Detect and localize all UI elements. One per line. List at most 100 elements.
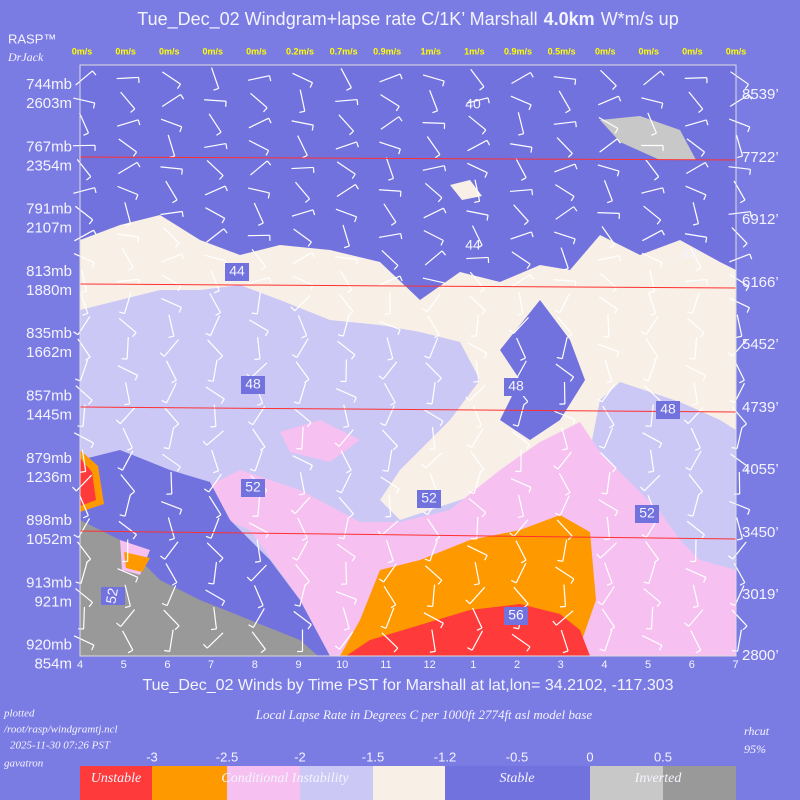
- wind-barb: [76, 158, 92, 178]
- wind-barb-tick: [137, 119, 141, 126]
- wind-barb-tick: [570, 196, 575, 202]
- wind-barb-tick: [378, 578, 384, 583]
- wind-barb-tick: [612, 287, 618, 293]
- wind-barb-tick: [422, 511, 428, 516]
- contour-label-box: [504, 378, 528, 396]
- wind-barb: [599, 138, 618, 153]
- wind-barb-tick: [290, 306, 296, 312]
- wind-barb-tick: [604, 538, 610, 541]
- wind-barb-tick: [564, 492, 571, 496]
- wind-barb: [562, 539, 568, 562]
- wind-barb-tick: [737, 155, 743, 159]
- wind-barb-tick: [73, 534, 79, 539]
- wind-barb-tick: [302, 154, 308, 159]
- updraft-label: 0m/s: [159, 46, 180, 56]
- wind-barb: [122, 630, 134, 651]
- wind-barb-tick: [422, 308, 428, 313]
- wind-barb-tick: [168, 537, 175, 541]
- wind-barb: [603, 427, 614, 449]
- wind-barb: [423, 229, 444, 242]
- wind-barb-tick: [613, 308, 619, 315]
- wind-barb: [165, 360, 177, 381]
- wind-barb-tick: [71, 486, 77, 492]
- wind-barb: [337, 340, 356, 356]
- wind-barb: [429, 472, 438, 494]
- wind-barb: [685, 364, 706, 377]
- wind-barb-tick: [399, 275, 403, 282]
- wind-barb: [510, 95, 532, 106]
- updraft-label: 0m/s: [726, 46, 747, 56]
- wind-barb-tick: [468, 491, 475, 495]
- wind-barb: [466, 97, 489, 104]
- wind-barb: [692, 584, 699, 607]
- wind-barb: [559, 495, 570, 516]
- wind-barb-tick: [171, 379, 177, 384]
- wind-barb: [558, 473, 571, 493]
- wind-barb-tick: [598, 445, 605, 449]
- wind-barb-tick: [136, 162, 141, 168]
- wind-barb: [601, 608, 616, 628]
- wind-barb: [116, 233, 139, 238]
- wind-barb: [164, 541, 179, 560]
- wind-barb-tick: [83, 515, 89, 519]
- legend-swatch: [445, 766, 517, 800]
- legend-tick: -1.5: [362, 749, 384, 764]
- wind-barb: [210, 67, 220, 89]
- wind-barb-tick: [440, 622, 444, 629]
- stable-region: [500, 300, 585, 440]
- wind-barb: [606, 516, 611, 540]
- wind-barb-tick: [530, 72, 534, 78]
- wind-barb-tick: [742, 625, 748, 631]
- wind-barb-tick: [557, 559, 563, 562]
- wind-barb: [641, 97, 663, 104]
- wind-barb: [729, 274, 750, 287]
- wind-barb-tick: [124, 605, 131, 609]
- wind-barb: [250, 564, 267, 582]
- pressure-label: 898mb: [26, 512, 72, 529]
- wind-barb-tick: [552, 620, 557, 626]
- wind-barb-tick: [606, 200, 613, 204]
- time-label: 6: [689, 659, 695, 671]
- wind-barb: [383, 585, 397, 606]
- wind-barb: [471, 630, 483, 651]
- wind-barb-tick: [616, 138, 621, 144]
- contour-label: 52: [639, 505, 655, 521]
- wind-barb: [160, 118, 182, 128]
- wind-barb-tick: [747, 126, 751, 133]
- wind-barb: [74, 229, 94, 242]
- wind-barb-tick: [439, 420, 444, 427]
- height-label: 1052m: [26, 531, 72, 548]
- feet-label: 4739’: [742, 399, 779, 416]
- wind-barb-tick: [609, 424, 615, 429]
- wind-barb-tick: [210, 628, 217, 631]
- wind-barb-tick: [692, 605, 699, 609]
- wind-barb-tick: [88, 602, 94, 608]
- wind-barb-tick: [92, 102, 96, 109]
- wind-barb-tick: [596, 553, 601, 559]
- wind-barb-tick: [517, 515, 524, 519]
- wind-barb-tick: [247, 421, 254, 426]
- wind-barb-tick: [476, 627, 483, 631]
- height-label: 2603m: [26, 95, 72, 112]
- wind-barb-tick: [337, 334, 344, 337]
- wind-barb-tick: [216, 131, 222, 136]
- wind-barb-tick: [574, 79, 577, 85]
- wind-barb: [731, 609, 748, 627]
- wind-barb: [121, 248, 134, 268]
- pressure-label: 791mb: [26, 201, 72, 218]
- wind-barb-tick: [612, 85, 617, 91]
- wind-barb-tick: [181, 253, 185, 260]
- wind-barb: [425, 565, 443, 581]
- wind-barb-tick: [301, 537, 308, 541]
- wind-barb-tick: [205, 535, 212, 539]
- height-label: 854m: [34, 656, 72, 673]
- wind-barb: [643, 474, 661, 492]
- wind-barb-tick: [481, 310, 486, 315]
- wind-barb: [554, 410, 576, 421]
- wind-barb-tick: [266, 160, 272, 166]
- wind-barb: [124, 202, 132, 224]
- wind-barb: [126, 336, 129, 360]
- wind-barb-tick: [736, 335, 742, 338]
- wind-barb: [515, 360, 527, 381]
- wind-barb-tick: [351, 556, 356, 562]
